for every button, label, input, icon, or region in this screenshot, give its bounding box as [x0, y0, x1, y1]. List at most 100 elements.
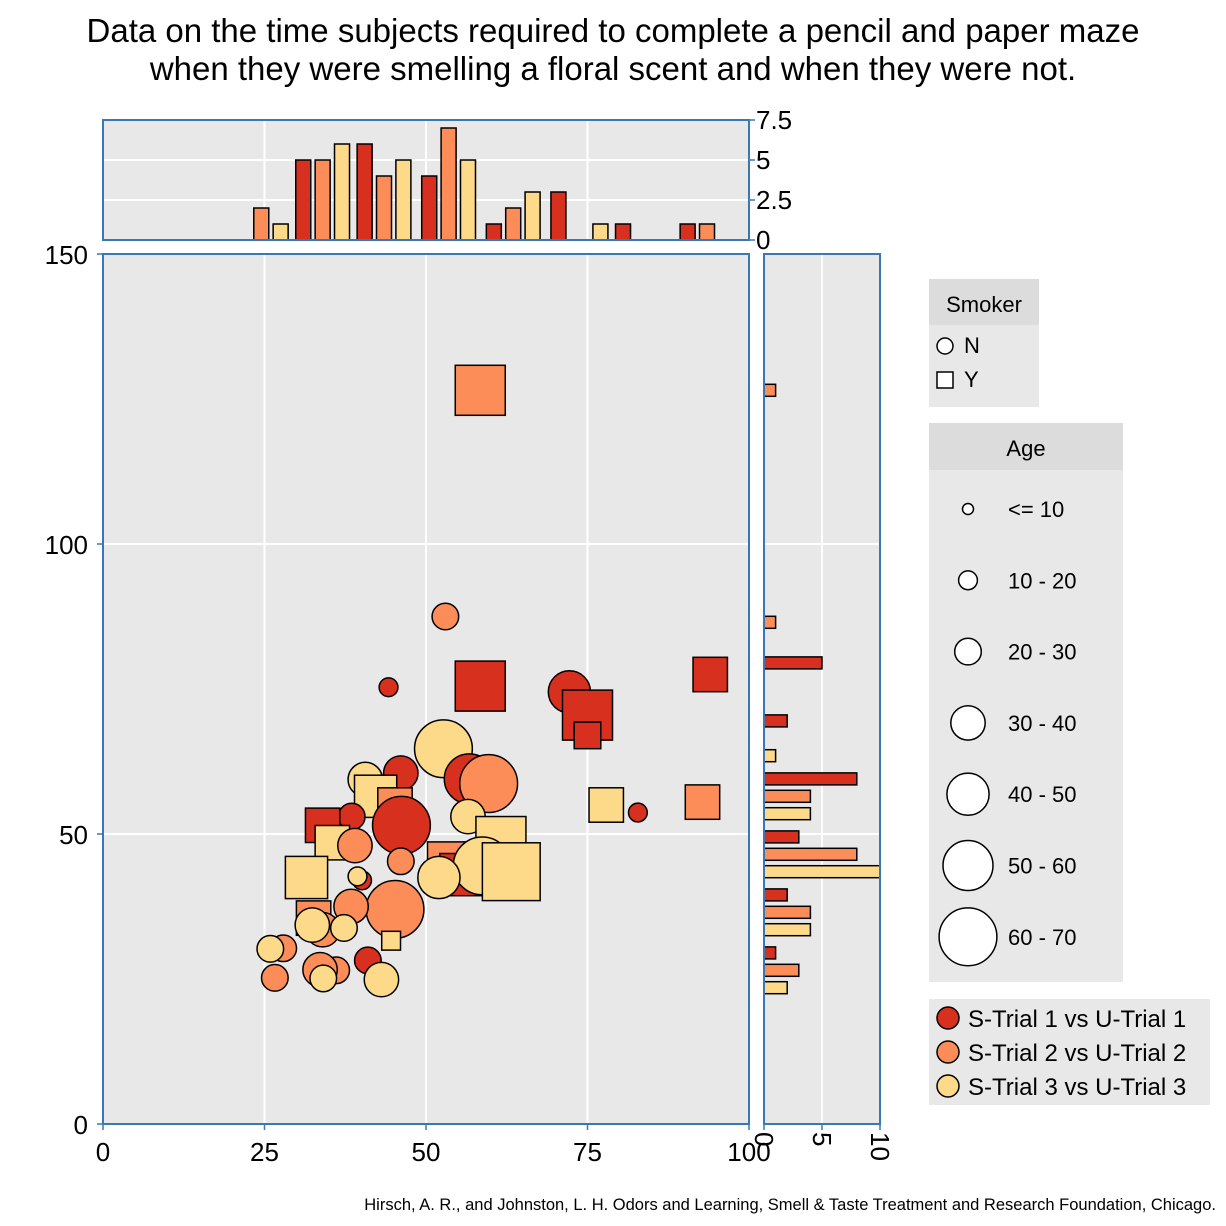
top-hist-bar — [333, 143, 351, 241]
age-legend-symbol — [938, 907, 998, 967]
x-tick-label: 75 — [573, 1137, 602, 1167]
data-point-square — [588, 787, 625, 823]
right-hist-bar — [763, 748, 777, 763]
right-hist-tick-label: 10 — [865, 1132, 895, 1161]
top-hist-bar — [698, 223, 716, 241]
top-hist-bar — [614, 223, 632, 241]
smoker-legend-circle-symbol — [936, 337, 954, 355]
age-legend-label: 50 - 60 — [1008, 854, 1077, 879]
age-legend-symbol — [957, 570, 979, 591]
data-point-square — [454, 660, 507, 712]
series-legend-label: S-Trial 1 vs U-Trial 1 — [968, 1006, 1186, 1033]
series-legend-label: S-Trial 3 vs U-Trial 3 — [968, 1074, 1186, 1101]
x-tick-label: 100 — [727, 1137, 770, 1167]
top-histogram-panel: 0 2.5 5 7.5 — [102, 105, 792, 255]
age-legend-label: <= 10 — [1008, 497, 1064, 522]
right-hist-bar — [763, 922, 812, 937]
age-legend-label: 20 - 30 — [1008, 640, 1077, 665]
data-point-square — [692, 656, 729, 693]
series-legend-label: S-Trial 2 vs U-Trial 2 — [968, 1040, 1186, 1067]
top-hist-bar — [253, 207, 270, 241]
right-hist-bar — [763, 905, 812, 920]
data-point-circle — [329, 913, 359, 943]
data-point-square — [573, 721, 602, 750]
top-hist-bar — [440, 127, 457, 241]
data-point-circle — [365, 879, 425, 940]
age-legend-symbol — [961, 502, 975, 516]
top-hist-bar — [524, 191, 541, 241]
data-point-circle — [627, 802, 649, 823]
data-point-square — [684, 784, 721, 821]
data-point-circle — [294, 907, 331, 944]
top-hist-bar — [459, 159, 477, 241]
right-hist-bar — [763, 772, 858, 786]
data-point-square — [454, 364, 507, 417]
age-legend-label: 60 - 70 — [1008, 925, 1077, 950]
right-hist-bar — [763, 806, 812, 821]
data-point-circle — [459, 753, 519, 814]
smoker-legend-header — [929, 279, 1039, 325]
age-legend-symbol — [950, 704, 986, 741]
age-legend-symbol — [942, 839, 994, 892]
data-point-circle — [256, 934, 285, 963]
data-point-circle — [417, 855, 461, 900]
top-hist-bar — [592, 223, 609, 241]
legend: Smoker NY Age <= 10 10 - 20 20 - 30 30 - 40 40 … — [929, 279, 1210, 1105]
right-histogram-panel: 0 5 10 — [749, 253, 895, 1161]
top-hist-frame — [102, 119, 750, 241]
y-tick-label: 150 — [45, 240, 88, 270]
title-line-1: Data on the time subjects required to co… — [86, 12, 1140, 49]
series-legend-symbol — [936, 1074, 960, 1098]
top-hist-tick-label: 5 — [756, 145, 770, 175]
main-scatter-panel: 0 25 50 75 100 0 50 100 150 — [45, 240, 771, 1167]
age-legend-symbol — [953, 637, 983, 666]
top-hist-bar — [420, 175, 438, 241]
title-line-2: when they were smelling a floral scent a… — [149, 50, 1077, 87]
data-point-circle — [363, 961, 400, 998]
y-tick-label: 100 — [45, 530, 88, 560]
age-legend-symbol — [946, 772, 990, 817]
smoker-legend-square-symbol — [936, 371, 954, 389]
data-point-circle — [371, 795, 432, 855]
top-hist-tick-label: 2.5 — [756, 185, 792, 215]
right-hist-bar — [763, 615, 777, 630]
top-hist-bar — [679, 223, 696, 241]
top-hist-bar — [314, 159, 331, 241]
data-point-circle — [347, 866, 368, 887]
x-tick-label: 0 — [96, 1137, 110, 1167]
data-point-square — [284, 855, 329, 900]
series-legend-symbol — [936, 1040, 960, 1064]
x-tick-label: 50 — [412, 1137, 441, 1167]
data-point-square — [380, 930, 402, 951]
data-point-circle — [336, 827, 373, 864]
data-point-circle — [378, 677, 399, 698]
top-hist-tick-label: 0 — [756, 225, 770, 255]
source-caption: Hirsch, A. R., and Johnston, L. H. Odors… — [364, 1196, 1216, 1214]
x-tick-label: 25 — [250, 1137, 279, 1167]
age-legend-label: 10 - 20 — [1008, 568, 1077, 593]
right-hist-bar — [763, 963, 800, 978]
top-hist-bar — [395, 159, 412, 241]
top-hist-tick-label: 7.5 — [756, 105, 792, 135]
right-hist-bar — [763, 864, 881, 879]
smoker-legend-title: Smoker — [946, 292, 1022, 317]
top-hist-bar — [375, 175, 393, 241]
right-hist-bar — [763, 946, 777, 960]
right-hist-bar — [763, 789, 812, 804]
data-point-circle — [309, 964, 338, 993]
y-tick-label: 50 — [59, 820, 88, 850]
data-point-circle — [260, 963, 289, 992]
age-legend-header — [929, 423, 1123, 470]
age-legend-label: 30 - 40 — [1008, 711, 1077, 736]
top-hist-bar — [272, 223, 289, 241]
age-legend-label: 40 - 50 — [1008, 782, 1077, 807]
series-legend-box — [929, 999, 1210, 1105]
data-point-circle — [386, 847, 415, 876]
top-hist-bar — [550, 191, 567, 241]
top-hist-bar — [295, 159, 312, 241]
data-point-circle — [431, 602, 460, 631]
right-hist-bar — [763, 656, 823, 670]
right-hist-bar — [763, 847, 858, 862]
right-hist-bar — [763, 383, 777, 398]
